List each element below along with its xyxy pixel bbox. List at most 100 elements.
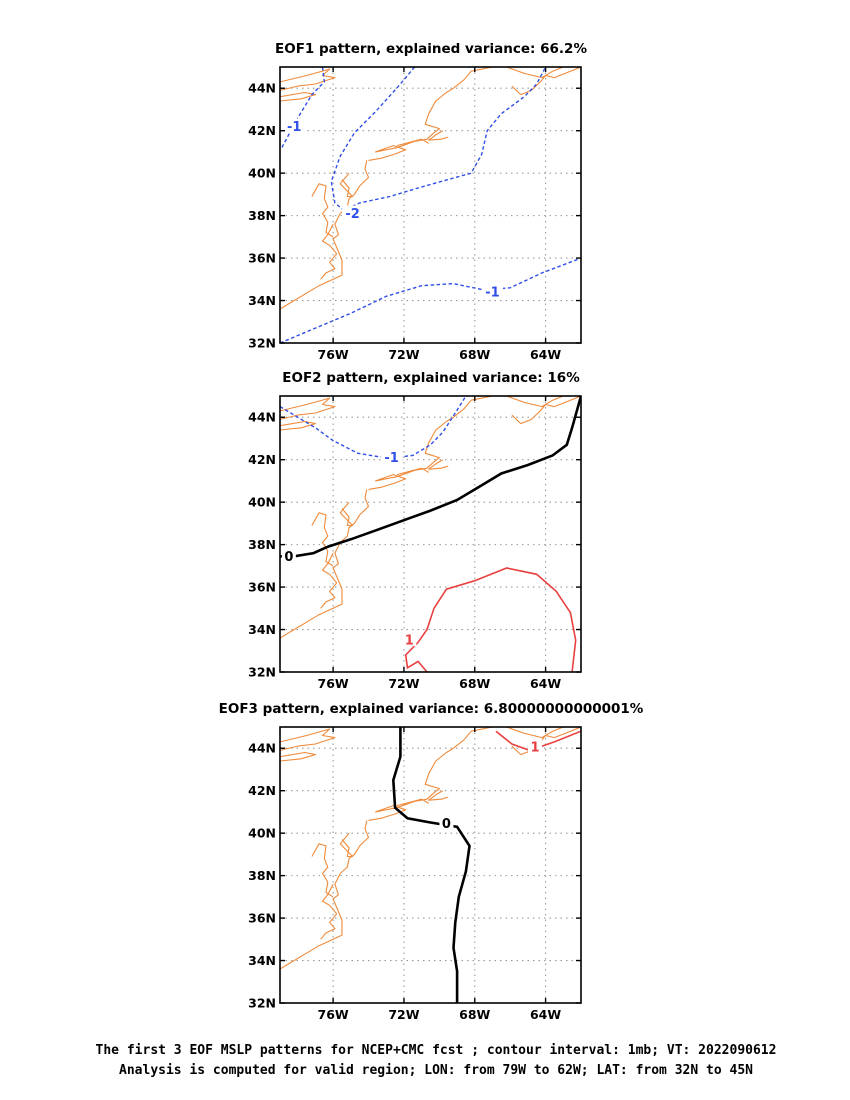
panel2-title: EOF2 pattern, explained variance: 16% bbox=[282, 370, 580, 386]
gridlines bbox=[280, 727, 581, 1003]
coastline bbox=[396, 138, 429, 147]
coastline bbox=[339, 501, 354, 527]
contour-line-neg bbox=[330, 67, 547, 212]
x-tick-label: 64W bbox=[530, 676, 561, 691]
coastline bbox=[280, 820, 370, 970]
y-tick-label: 36N bbox=[248, 251, 276, 266]
y-tick-label: 42N bbox=[248, 123, 276, 138]
y-tick-label: 44N bbox=[248, 81, 276, 96]
coastline bbox=[511, 727, 581, 756]
x-tick-label: 72W bbox=[388, 347, 419, 362]
coastline bbox=[311, 843, 334, 898]
panel1-title: EOF1 pattern, explained variance: 66.2% bbox=[275, 41, 587, 57]
x-tick-label: 76W bbox=[318, 347, 349, 362]
x-tick-label: 76W bbox=[318, 1007, 349, 1022]
coastline bbox=[506, 67, 564, 79]
y-tick-label: 42N bbox=[248, 783, 276, 798]
coastline bbox=[368, 727, 493, 821]
map-frame bbox=[279, 66, 582, 344]
contour-label-backdrop bbox=[381, 449, 403, 464]
gridlines bbox=[280, 67, 581, 343]
coastline bbox=[280, 728, 336, 751]
y-tick-label: 40N bbox=[248, 166, 276, 181]
contour-label: 1 bbox=[405, 634, 414, 649]
contour-label: 0 bbox=[284, 550, 293, 565]
contour-label-backdrop bbox=[342, 205, 364, 220]
x-tick-label: 72W bbox=[388, 676, 419, 691]
coastline bbox=[396, 798, 429, 807]
contour-label-backdrop bbox=[402, 632, 417, 647]
contour-label-backdrop bbox=[281, 548, 296, 563]
x-tick-label: 64W bbox=[530, 347, 561, 362]
contour-label: -2 bbox=[345, 207, 359, 222]
contour-line-neg bbox=[280, 257, 581, 343]
coastline bbox=[511, 67, 581, 96]
coastline bbox=[311, 512, 334, 567]
y-tick-label: 32N bbox=[248, 996, 276, 1011]
x-tick-label: 76W bbox=[318, 676, 349, 691]
coastline bbox=[368, 67, 493, 161]
coastline bbox=[280, 489, 370, 639]
contour-label: -1 bbox=[384, 451, 398, 466]
x-tick-label: 68W bbox=[459, 676, 490, 691]
coastline bbox=[339, 172, 354, 198]
contour-label-backdrop bbox=[439, 815, 454, 830]
coastline bbox=[339, 832, 354, 858]
y-tick-label: 32N bbox=[248, 665, 276, 680]
y-tick-label: 38N bbox=[248, 868, 276, 883]
y-tick-label: 44N bbox=[248, 741, 276, 756]
y-tick-label: 42N bbox=[248, 452, 276, 467]
coastline bbox=[280, 68, 336, 91]
coastline bbox=[280, 91, 316, 102]
y-tick-label: 34N bbox=[248, 953, 276, 968]
panel3-title: EOF3 pattern, explained variance: 6.8000… bbox=[219, 701, 644, 717]
y-tick-label: 38N bbox=[248, 208, 276, 223]
coastline bbox=[280, 397, 336, 420]
caption-line-1: The first 3 EOF MSLP patterns for NCEP+C… bbox=[96, 1043, 777, 1058]
contour-line-neg bbox=[280, 396, 467, 459]
map-content bbox=[280, 67, 581, 343]
contour-label: 1 bbox=[530, 741, 539, 756]
coastline bbox=[368, 396, 493, 490]
y-tick-label: 32N bbox=[248, 336, 276, 351]
coastline bbox=[511, 396, 581, 425]
coastline bbox=[320, 223, 338, 280]
y-tick-label: 40N bbox=[248, 826, 276, 841]
coastline bbox=[280, 160, 370, 310]
x-tick-label: 68W bbox=[459, 1007, 490, 1022]
coastline bbox=[311, 183, 334, 238]
y-tick-label: 44N bbox=[248, 410, 276, 425]
coastline bbox=[506, 727, 564, 739]
map-frame bbox=[279, 726, 582, 1004]
contour-label: 0 bbox=[442, 817, 451, 832]
eof1-map-panel: -1 -2 -1 76W 72W 68W 64W 44N 42N 40N 38N 36N 34N 32N bbox=[248, 66, 582, 362]
contour-label: -1 bbox=[287, 120, 301, 135]
contour-label-backdrop bbox=[481, 284, 503, 299]
contour-line-pos bbox=[404, 567, 577, 672]
y-tick-label: 36N bbox=[248, 580, 276, 595]
contour-label: -1 bbox=[485, 286, 499, 301]
x-tick-label: 64W bbox=[530, 1007, 561, 1022]
coastline bbox=[280, 751, 316, 762]
coastline bbox=[320, 883, 338, 940]
gridlines bbox=[280, 396, 581, 672]
contour-line-neg bbox=[281, 67, 326, 149]
y-tick-label: 36N bbox=[248, 911, 276, 926]
eof2-map-panel: -1 0 1 76W 72W 68W 64W 44N 42N 40N 38N 36N 34N 32N bbox=[248, 395, 582, 691]
caption-line-2: Analysis is computed for valid region; L… bbox=[119, 1063, 753, 1078]
x-tick-label: 68W bbox=[459, 347, 490, 362]
contour-line-zero bbox=[391, 727, 471, 1003]
coastline bbox=[428, 459, 449, 470]
coastline bbox=[428, 790, 449, 801]
coastline bbox=[396, 467, 429, 476]
coastline bbox=[506, 396, 564, 408]
y-tick-label: 40N bbox=[248, 495, 276, 510]
contour-label-backdrop bbox=[283, 118, 305, 133]
map-content bbox=[280, 727, 581, 1003]
x-tick-label: 72W bbox=[388, 1007, 419, 1022]
map-content bbox=[280, 396, 581, 672]
y-tick-label: 38N bbox=[248, 537, 276, 552]
y-tick-label: 34N bbox=[248, 293, 276, 308]
coastline bbox=[320, 552, 338, 609]
